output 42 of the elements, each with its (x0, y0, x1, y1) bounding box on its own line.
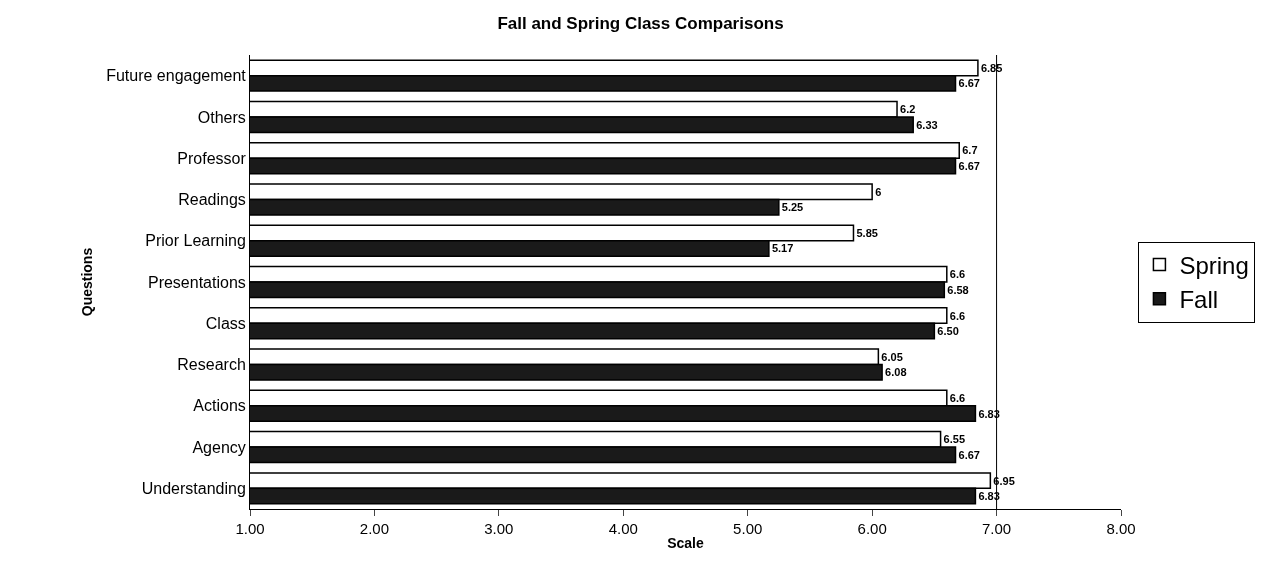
x-tick-label: 8.00 (1106, 520, 1136, 537)
y-tick-label: Professor (177, 149, 247, 167)
x-tick-label: 1.00 (235, 520, 265, 537)
data-label: 6.67 (958, 77, 980, 90)
data-label: 6.67 (958, 448, 980, 461)
x-tick-label: 3.00 (484, 520, 514, 537)
y-tick-label: Understanding (141, 479, 246, 497)
y-tick-label: Class (205, 314, 246, 332)
y-axis-title: Questions (78, 247, 95, 317)
data-label: 6.58 (947, 283, 969, 296)
y-tick-label: Others (197, 108, 246, 126)
data-label: 5.85 (856, 226, 878, 239)
data-label: 6.08 (885, 366, 907, 379)
data-label: 6.7 (962, 144, 978, 157)
x-tick-label: 2.00 (359, 520, 390, 537)
y-tick-label: Research (177, 356, 246, 374)
data-label: 6.6 (949, 309, 966, 322)
y-tick-label: Presentations (147, 273, 246, 291)
y-tick-label: Actions (193, 397, 246, 415)
data-label: 5.25 (781, 201, 804, 214)
chart-title: Fall and Spring Class Comparisons (497, 13, 784, 33)
x-tick-label: 5.00 (733, 520, 763, 537)
data-label: 6.55 (943, 433, 965, 446)
y-tick-label: Prior Learning (145, 232, 246, 250)
data-label: 6.05 (881, 350, 903, 363)
x-tick-label: 6.00 (857, 520, 887, 537)
x-axis-title: Scale (667, 535, 704, 552)
legend-label: Spring (1179, 251, 1249, 279)
data-label: 6.2 (900, 103, 916, 116)
x-tick-label: 7.00 (981, 520, 1012, 537)
data-label: 6.6 (949, 392, 966, 405)
y-tick-label: Future engagement (106, 67, 247, 85)
y-tick-label: Agency (192, 438, 246, 456)
data-label: 5.17 (771, 242, 794, 255)
legend-label: Fall (1179, 286, 1219, 314)
data-label: 6.67 (958, 159, 980, 172)
x-tick-label: 4.00 (608, 520, 638, 537)
y-tick-label: Readings (178, 191, 246, 209)
data-label: 6 (875, 185, 882, 198)
data-label: 6.50 (937, 325, 959, 338)
data-label: 6.33 (916, 118, 938, 131)
data-label: 6.6 (949, 268, 966, 281)
